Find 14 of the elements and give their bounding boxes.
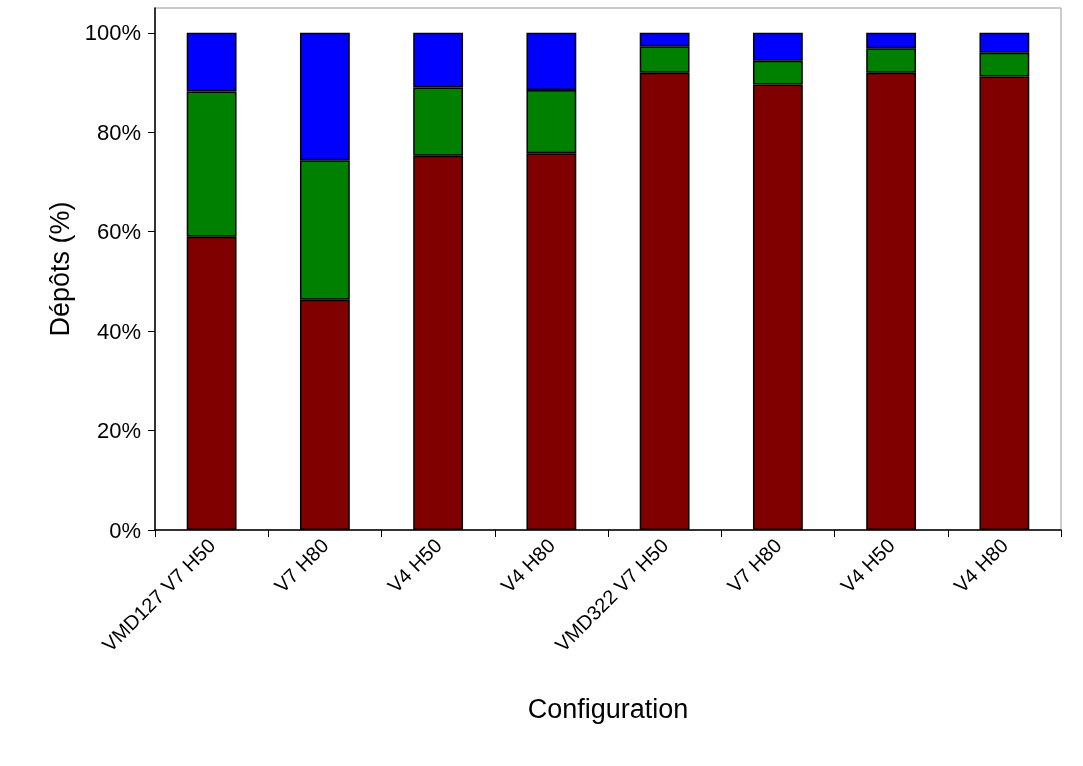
y-tick-label: 40% xyxy=(96,318,141,344)
x-tick-label: V7 H80 xyxy=(269,534,333,597)
y-tick-label: 60% xyxy=(96,219,141,245)
x-axis-title: Configuration xyxy=(527,693,689,724)
y-tick-label: 80% xyxy=(96,119,141,145)
x-tick-label: V4 H80 xyxy=(496,534,560,597)
x-tick-label: V7 H80 xyxy=(722,534,786,597)
x-tick-label: V4 H50 xyxy=(383,534,446,597)
y-tick-label: 100% xyxy=(84,20,141,46)
y-tick-label: 20% xyxy=(96,418,141,444)
y-axis-title: Dépôts (%) xyxy=(45,201,76,337)
y-tick-label: 0% xyxy=(109,517,141,543)
x-tick-label: V4 H50 xyxy=(836,534,899,597)
x-tick-label: V4 H80 xyxy=(949,534,1013,597)
